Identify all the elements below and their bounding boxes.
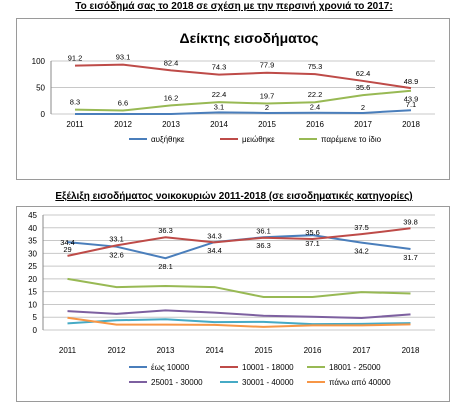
legend-label-3: παρέμεινε το ίδιο — [321, 135, 382, 144]
data-label: 34.3 — [207, 231, 222, 240]
data-label: 36.3 — [256, 241, 271, 250]
data-label: 33.1 — [109, 234, 124, 243]
data-label: 77.9 — [260, 61, 275, 70]
legend-label-3: 18001 - 25000 — [329, 363, 381, 372]
x-tick-label: 2013 — [157, 346, 175, 355]
data-label: 31.7 — [403, 253, 418, 262]
data-label: 74.3 — [212, 63, 227, 72]
y-tick-label: 5 — [33, 313, 38, 322]
income-categories-chart: 0 5 10 15 20 25 30 35 40 45 2011 2012 2013 2014 2015 20… — [28, 211, 435, 387]
data-label: 22.4 — [212, 90, 227, 99]
data-label: 37.1 — [305, 239, 320, 248]
x-tick-label: 2011 — [66, 120, 84, 129]
data-label: 35.6 — [356, 83, 371, 92]
y-tick-label: 0 — [41, 110, 46, 119]
series-line-3 — [74, 89, 412, 112]
data-label: 35.6 — [305, 228, 320, 237]
data-label: 6.6 — [118, 99, 128, 108]
legend-label-4: 25001 - 30000 — [151, 378, 203, 387]
data-label: 37.5 — [354, 223, 369, 232]
series-line-1 — [75, 109, 412, 115]
y-tick-label: 100 — [32, 57, 46, 66]
series-line-4 — [67, 309, 411, 319]
data-label: 2.4 — [310, 103, 320, 112]
data-label: 34.4 — [60, 238, 75, 247]
x-tick-label: 2017 — [353, 346, 371, 355]
data-label: 39.8 — [403, 217, 418, 226]
y-tick-label: 25 — [28, 262, 37, 271]
y-tick-label: 10 — [28, 300, 37, 309]
x-tick-label: 2014 — [206, 346, 224, 355]
data-label: 34.2 — [354, 247, 369, 256]
series-line-2 — [74, 63, 412, 90]
data-label: 7.1 — [406, 100, 416, 109]
y-tick-label: 40 — [28, 224, 37, 233]
data-label: 22.2 — [308, 90, 323, 99]
data-label: 62.4 — [356, 69, 371, 78]
x-tick-label: 2018 — [402, 120, 420, 129]
y-tick-label: 30 — [28, 249, 37, 258]
data-label: 8.3 — [70, 98, 80, 107]
chart-1-heading: Το εισόδημά σας το 2018 σε σχέση με την … — [75, 1, 393, 12]
series-line-3 — [67, 277, 411, 299]
legend-label-2: μειώθηκε — [242, 135, 275, 144]
chart-1-title: Δείκτης εισοδήματος — [180, 30, 319, 46]
data-label: 93.1 — [116, 53, 131, 62]
data-label: 48.9 — [404, 77, 419, 86]
data-label: 2 — [361, 103, 365, 112]
data-label: 16.2 — [164, 93, 179, 102]
y-tick-label: 20 — [28, 275, 37, 284]
data-label: 2 — [265, 103, 269, 112]
legend-label-1: αυξήθηκε — [151, 135, 185, 144]
x-tick-label: 2014 — [210, 120, 228, 129]
x-tick-label: 2017 — [354, 120, 372, 129]
y-tick-label: 50 — [36, 84, 45, 93]
chart-2-panel: 0 5 10 15 20 25 30 35 40 45 2011 2012 2013 2014 2015 20… — [16, 206, 450, 402]
x-tick-label: 2012 — [108, 346, 126, 355]
series-line-2 — [67, 227, 411, 257]
legend-label-2: 10001 - 18000 — [242, 363, 294, 372]
x-tick-label: 2015 — [258, 120, 276, 129]
data-label: 75.3 — [308, 62, 323, 71]
data-label: 82.4 — [164, 58, 179, 67]
x-tick-label: 2011 — [59, 346, 77, 355]
x-tick-label: 2012 — [114, 120, 132, 129]
legend-label-6: πάνω από 40000 — [329, 378, 391, 387]
legend-label-5: 30001 - 40000 — [242, 378, 294, 387]
y-tick-label: 45 — [28, 211, 37, 220]
data-label: 29 — [63, 245, 71, 254]
x-tick-label: 2016 — [306, 120, 324, 129]
data-label: 43.9 — [404, 95, 419, 104]
data-label: 34.4 — [207, 246, 222, 255]
series-line-5 — [67, 318, 411, 326]
y-tick-label: 15 — [28, 288, 37, 297]
data-label: 36.1 — [256, 227, 271, 236]
data-label: 36.3 — [158, 226, 173, 235]
x-tick-label: 2015 — [255, 346, 273, 355]
y-tick-label: 0 — [33, 326, 38, 335]
chart-2-heading: Εξέλιξη εισοδήματος νοικοκυριών 2011-201… — [55, 191, 413, 202]
data-label: 19.7 — [260, 92, 275, 101]
legend-label-1: έως 10000 — [151, 363, 190, 372]
chart-1-panel: Δείκτης εισοδήματος 0 50 100 2011 2012 2013 201… — [16, 18, 450, 180]
x-tick-label: 2013 — [162, 120, 180, 129]
data-label: 91.2 — [68, 54, 83, 63]
x-tick-label: 2016 — [304, 346, 322, 355]
y-tick-label: 35 — [28, 237, 37, 246]
series-line-6 — [67, 316, 411, 328]
data-label: 28.1 — [158, 262, 173, 271]
income-index-chart: Δείκτης εισοδήματος 0 50 100 2011 2012 2013 201… — [32, 30, 435, 144]
data-label: 3.1 — [214, 102, 224, 111]
x-tick-label: 2018 — [402, 346, 420, 355]
data-label: 32.6 — [109, 251, 124, 260]
